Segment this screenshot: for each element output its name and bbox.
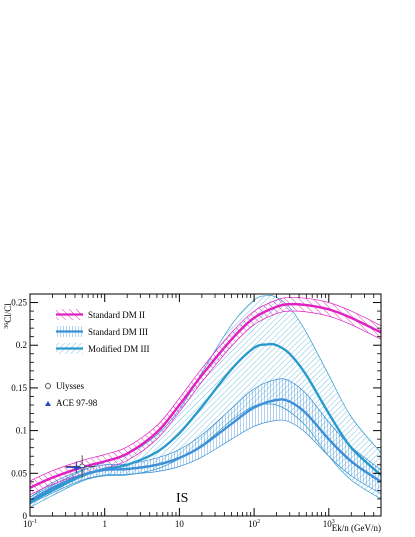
x-tick-label-base: 10 bbox=[23, 519, 33, 529]
legend-label-standard-dm-ii: Standard DM II bbox=[88, 310, 145, 320]
x-tick-label-base: 10 bbox=[248, 519, 258, 529]
x-tick-label-base: 10 bbox=[323, 519, 333, 529]
data-points bbox=[65, 455, 96, 478]
y-tick-label: 0.25 bbox=[11, 298, 27, 308]
y-tick-label: 0.2 bbox=[16, 340, 27, 350]
series-lines bbox=[30, 302, 381, 504]
legend-label-modified-dm-iii: Modified DM III bbox=[88, 344, 150, 354]
legend-marker-ace bbox=[45, 401, 51, 406]
legend-label-ulysses: Ulysses bbox=[56, 381, 84, 391]
legend-item-ace: ACE 97-98 bbox=[45, 398, 98, 408]
y-tick-label: 0.05 bbox=[11, 468, 27, 478]
band-standard-dm-iii bbox=[30, 378, 381, 504]
x-tick-label-base: 1 bbox=[102, 519, 107, 529]
x-tick-label: 10-1 bbox=[23, 519, 37, 529]
x-tick-label: 102 bbox=[248, 519, 260, 529]
legend-item-standard-dm-ii: Standard DM II bbox=[56, 309, 145, 320]
line-standard-dm-ii bbox=[30, 302, 381, 489]
legend-label-standard-dm-iii: Standard DM III bbox=[88, 327, 148, 337]
legend-label-ace: ACE 97-98 bbox=[56, 398, 98, 408]
x-tick-label-base: 10 bbox=[175, 519, 185, 529]
legend-item-standard-dm-iii: Standard DM III bbox=[56, 326, 148, 337]
x-tick-label-exponent: 2 bbox=[257, 519, 260, 525]
x-tick-label-exponent: 3 bbox=[332, 519, 335, 525]
line-standard-dm-iii bbox=[30, 398, 381, 502]
legend-item-modified-dm-iii: Modified DM III bbox=[56, 343, 150, 354]
x-tick-label-exponent: -1 bbox=[32, 519, 37, 525]
point-ace-97-98 bbox=[73, 464, 80, 470]
y-axis-label-superscript: 36 bbox=[4, 323, 10, 329]
x-tick-label: 103 bbox=[323, 519, 335, 529]
band-lower-standard-dm-iii bbox=[30, 419, 381, 505]
y-axis-label: 36Cl/Cl bbox=[3, 303, 13, 329]
point-ulysses bbox=[79, 463, 86, 470]
legend: Standard DM II Standard DM III Modified … bbox=[45, 309, 150, 408]
y-tick-label: 0.1 bbox=[16, 426, 27, 436]
band-upper-standard-dm-ii bbox=[30, 296, 381, 482]
legend-item-ulysses: Ulysses bbox=[45, 381, 84, 391]
x-axis-label: Ek/n (GeV/n) bbox=[332, 523, 381, 533]
band-standard-dm-ii bbox=[30, 297, 381, 495]
x-tick-label: 1 bbox=[102, 519, 107, 529]
y-axis-label-main: Cl/Cl bbox=[3, 303, 13, 323]
y-tick-label: 0.15 bbox=[11, 383, 27, 393]
y-tick-label: 0 bbox=[23, 511, 28, 521]
x-tick-label: 10 bbox=[175, 519, 185, 529]
is-annotation: IS bbox=[176, 491, 188, 506]
legend-marker-ulysses bbox=[45, 383, 51, 389]
